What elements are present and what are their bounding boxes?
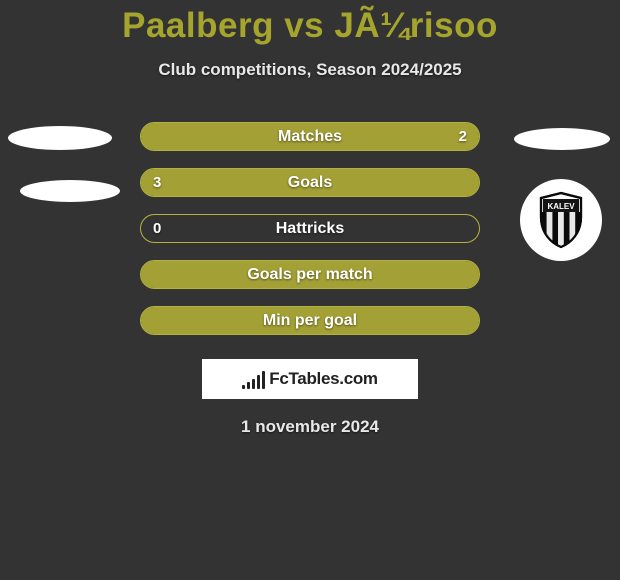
- stat-label: Matches: [278, 128, 342, 146]
- page-title: Paalberg vs JÃ¼risoo: [0, 6, 620, 46]
- stat-bar: Goals 3: [140, 168, 480, 197]
- footer-date: 1 november 2024: [0, 417, 620, 437]
- brand-text: FcTables.com: [269, 369, 378, 389]
- club-badge-right: KALEV: [520, 179, 602, 261]
- brand-bar: [262, 371, 265, 389]
- brand-bar: [247, 382, 250, 389]
- stat-value-right: 2: [459, 128, 467, 145]
- brand-bars-icon: [242, 369, 265, 389]
- svg-text:KALEV: KALEV: [547, 202, 575, 211]
- player-right-placeholder: [514, 128, 610, 150]
- brand-bar: [257, 375, 260, 389]
- subtitle: Club competitions, Season 2024/2025: [0, 60, 620, 80]
- player-left-placeholder-2: [20, 180, 120, 202]
- shield-icon: KALEV: [537, 191, 585, 249]
- stat-value-left: 3: [153, 174, 161, 191]
- stat-bar: Min per goal: [140, 306, 480, 335]
- player-left-placeholder-1: [8, 126, 112, 150]
- brand-bar: [252, 379, 255, 389]
- stat-value-left: 0: [153, 220, 161, 237]
- stat-bar: Hattricks 0: [140, 214, 480, 243]
- stat-label: Min per goal: [263, 312, 357, 330]
- stat-bar: Goals per match: [140, 260, 480, 289]
- stat-label: Goals per match: [247, 266, 372, 284]
- brand-bar: [242, 385, 245, 389]
- stat-label: Hattricks: [276, 220, 344, 238]
- stat-bar: Matches 2: [140, 122, 480, 151]
- brand-box: FcTables.com: [202, 359, 418, 399]
- stat-label: Goals: [288, 174, 332, 192]
